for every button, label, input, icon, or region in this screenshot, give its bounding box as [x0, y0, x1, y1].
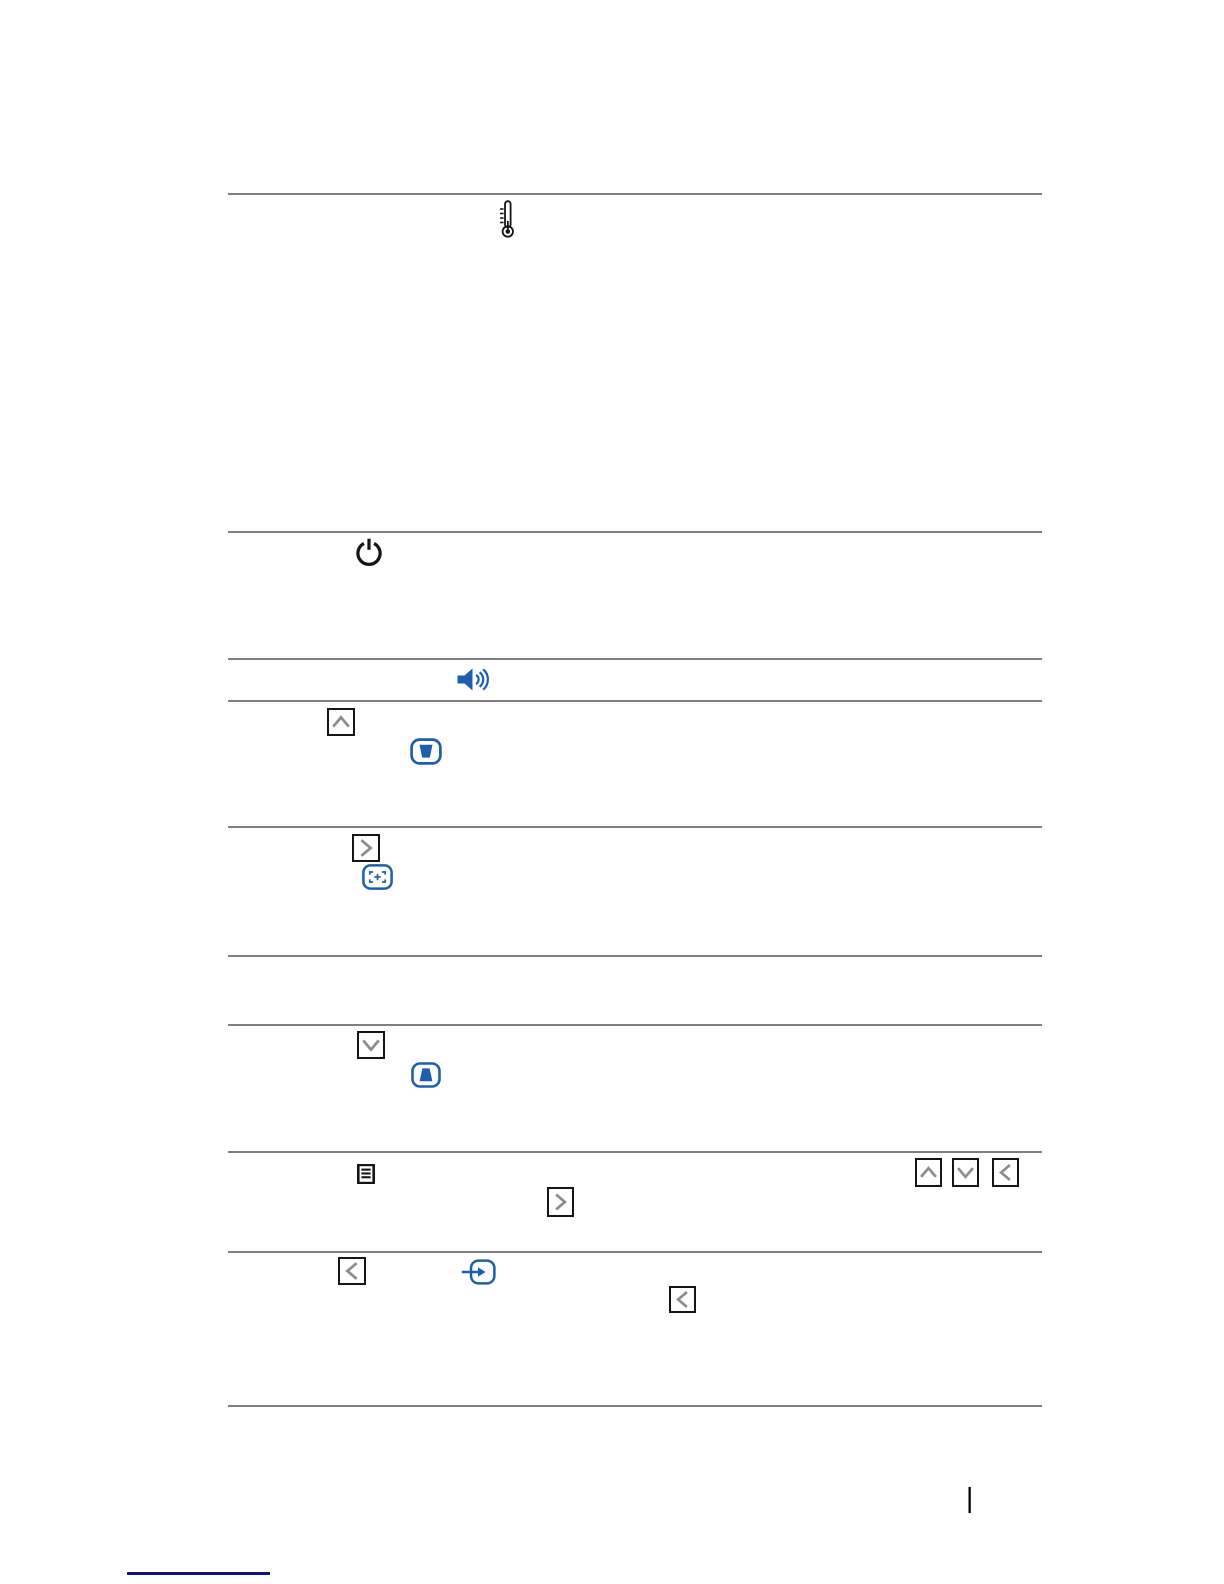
right-arrow-button	[352, 834, 380, 862]
power-icon	[355, 537, 383, 568]
down-arrow-button	[357, 1031, 385, 1059]
auto-adjust-icon	[362, 864, 393, 890]
left-arrow-button	[338, 1257, 366, 1285]
table-rule	[228, 826, 1042, 828]
right-arrow-button	[547, 1187, 574, 1217]
speaker-icon	[456, 666, 494, 693]
table-rule	[228, 1151, 1042, 1153]
table-rule	[228, 658, 1042, 660]
down-arrow-button	[952, 1158, 979, 1187]
footer-page-separator: |	[966, 1482, 974, 1513]
table-rule	[228, 1251, 1042, 1253]
keystone-up-icon	[410, 738, 442, 765]
keystone-down-icon	[411, 1062, 441, 1088]
up-arrow-button	[915, 1158, 942, 1187]
table-rule	[228, 955, 1042, 957]
table-rule	[228, 700, 1042, 702]
table-rule	[228, 1024, 1042, 1026]
footer-link-underline[interactable]	[127, 1572, 270, 1575]
table-rule	[228, 193, 1042, 195]
table-rule	[228, 1405, 1042, 1407]
source-icon	[461, 1259, 496, 1285]
table-rule	[228, 531, 1042, 533]
left-arrow-button	[992, 1158, 1019, 1187]
menu-icon	[357, 1164, 375, 1184]
thermometer-icon	[499, 200, 515, 238]
up-arrow-button	[327, 708, 355, 736]
left-arrow-button	[669, 1286, 696, 1313]
